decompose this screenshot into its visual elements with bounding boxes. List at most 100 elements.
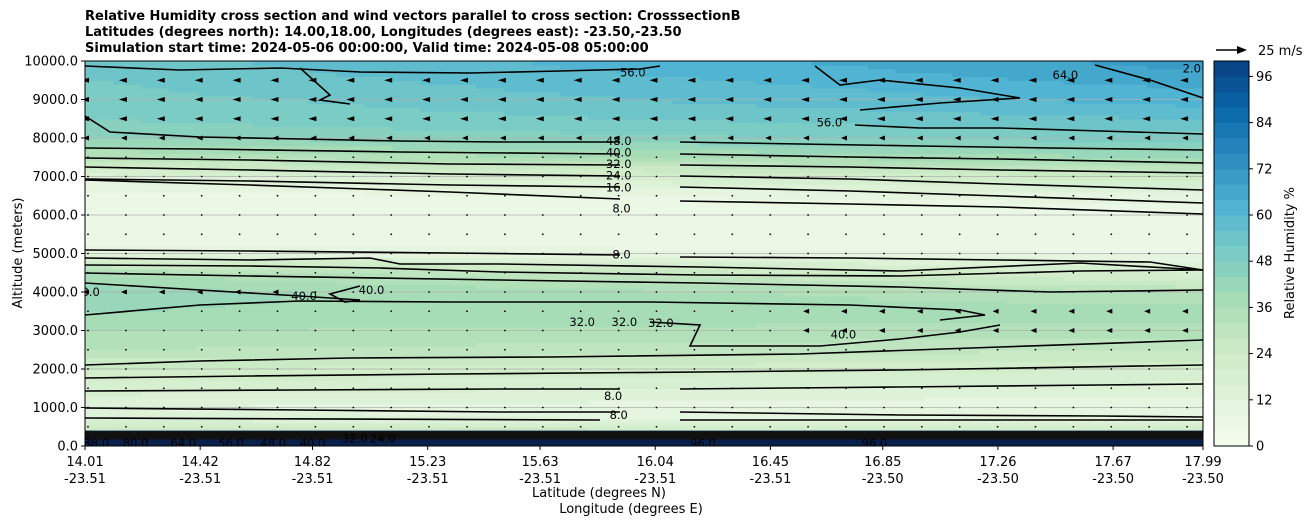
wind-vector — [466, 194, 468, 197]
humidity-cell — [979, 72, 1008, 77]
wind-vector — [1106, 328, 1113, 333]
humidity-cell — [671, 361, 701, 366]
humidity-cell — [811, 345, 841, 351]
humidity-cell — [895, 111, 925, 116]
wind-vector — [85, 116, 89, 122]
humidity-cell — [112, 422, 142, 428]
humidity-cell — [923, 141, 953, 147]
humidity-cell — [671, 407, 701, 412]
humidity-cell — [224, 130, 254, 135]
humidity-cell — [895, 380, 925, 385]
humidity-cell — [252, 345, 282, 351]
humidity-cell — [392, 157, 421, 162]
humidity-cell — [1175, 345, 1203, 351]
humidity-cell — [1175, 234, 1203, 239]
wind-vector — [689, 135, 696, 141]
humidity-cell — [839, 426, 869, 432]
humidity-cell — [979, 253, 1008, 258]
humidity-cell — [1035, 184, 1064, 189]
humidity-cell — [839, 222, 869, 228]
humidity-cell — [811, 403, 841, 409]
humidity-cell — [671, 315, 701, 320]
wind-vector — [87, 348, 89, 351]
humidity-cell — [532, 407, 561, 412]
humidity-cell — [1091, 372, 1120, 378]
humidity-cell — [839, 203, 869, 208]
wind-vector — [194, 97, 203, 102]
humidity-cell — [448, 99, 477, 104]
y-axis: 0.01000.02000.03000.04000.05000.06000.07… — [24, 55, 85, 455]
wind-vector — [1066, 116, 1075, 122]
humidity-cell — [951, 134, 980, 139]
humidity-cell — [420, 68, 449, 74]
humidity-cell — [560, 64, 589, 70]
humidity-cell — [783, 80, 813, 85]
humidity-cell — [923, 61, 953, 66]
humidity-cell — [336, 130, 366, 135]
humidity-cell — [1007, 211, 1036, 216]
humidity-cell — [504, 284, 533, 289]
humidity-cell — [1175, 72, 1203, 77]
humidity-cell — [616, 249, 645, 255]
humidity-cell — [532, 164, 561, 170]
humidity-cell — [616, 422, 645, 428]
wind-vector — [541, 214, 544, 216]
humidity-cell — [644, 253, 673, 258]
y-tick-label: 3000.0 — [33, 324, 79, 339]
humidity-cell — [1091, 176, 1120, 181]
humidity-cell — [923, 392, 953, 397]
wind-vector — [617, 233, 620, 236]
humidity-cell — [979, 426, 1008, 432]
humidity-cell — [336, 295, 366, 301]
humidity-cell — [1035, 141, 1064, 147]
humidity-cell — [839, 280, 869, 285]
humidity-cell — [504, 126, 533, 131]
humidity-cell — [168, 361, 198, 366]
humidity-cell — [532, 99, 561, 104]
humidity-cell — [448, 153, 477, 158]
humidity-cell — [196, 311, 226, 316]
humidity-cell — [951, 95, 980, 101]
wind-vector — [87, 214, 89, 216]
humidity-cell — [85, 234, 114, 239]
wind-vector — [996, 406, 999, 409]
humidity-cell — [85, 365, 114, 370]
humidity-cell — [979, 215, 1008, 220]
wind-vector — [575, 135, 582, 141]
humidity-cell — [224, 280, 254, 285]
humidity-cell — [392, 345, 421, 351]
wind-vector — [1034, 271, 1037, 274]
humidity-cell — [1035, 91, 1064, 97]
humidity-cell — [1175, 168, 1203, 174]
humidity-cell — [504, 338, 533, 343]
humidity-cell — [308, 272, 338, 278]
humidity-cell — [140, 84, 170, 89]
humidity-cell — [1007, 64, 1036, 70]
wind-vector — [194, 77, 203, 83]
humidity-cell — [895, 230, 925, 235]
humidity-cell — [336, 292, 366, 297]
wind-vector — [276, 271, 279, 274]
wind-vector — [504, 387, 506, 390]
humidity-cell — [811, 215, 841, 220]
humidity-cell — [196, 284, 226, 289]
humidity-cell — [112, 257, 142, 262]
humidity-cell — [168, 241, 198, 247]
humidity-cell — [727, 95, 757, 101]
humidity-cell — [1175, 422, 1203, 428]
humidity-cell — [1063, 265, 1092, 270]
humidity-cell — [504, 226, 533, 231]
humidity-cell — [671, 403, 701, 409]
humidity-cell — [448, 107, 477, 112]
humidity-cell — [979, 380, 1008, 385]
humidity-cell — [85, 399, 114, 405]
humidity-cell — [1007, 265, 1036, 270]
humidity-cell — [224, 111, 254, 116]
wind-vector — [314, 329, 317, 332]
wind-vector — [460, 97, 468, 102]
humidity-cell — [588, 422, 617, 428]
humidity-cell — [1091, 395, 1120, 401]
humidity-cell — [895, 199, 925, 205]
humidity-cell — [1175, 87, 1203, 93]
humidity-cell — [923, 268, 953, 274]
